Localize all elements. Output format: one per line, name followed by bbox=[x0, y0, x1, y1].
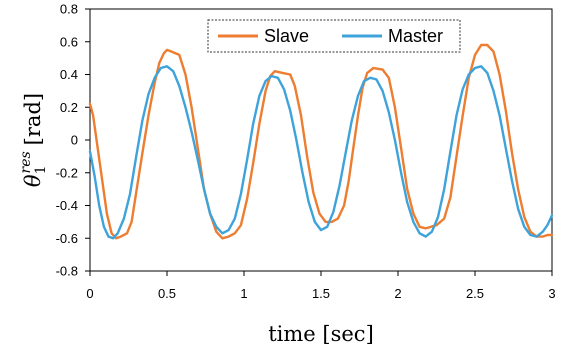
legend-label-slave: Slave bbox=[264, 26, 309, 46]
series-line-slave bbox=[88, 43, 554, 240]
x-tick-label: 0.5 bbox=[158, 286, 176, 301]
x-tick-label: 1 bbox=[240, 286, 247, 301]
x-tick-label: 2 bbox=[394, 286, 401, 301]
svg-text:θ1res[rad]: θ1res [rad] bbox=[18, 93, 49, 187]
y-tick-label: 0.6 bbox=[60, 34, 78, 49]
y-tick-label: 0.8 bbox=[60, 2, 78, 17]
x-tick-label: 0 bbox=[86, 286, 93, 301]
legend: Slave Master bbox=[207, 19, 461, 53]
y-axis: 0.8 0.6 0.4 0.2 0 -0.2 -0.4 -0.6 -0.8 bbox=[56, 2, 90, 279]
x-axis: 0 0.5 1 1.5 2 2.5 3 bbox=[86, 271, 556, 301]
x-tick-label: 3 bbox=[548, 286, 555, 301]
y-tick-label: -0.6 bbox=[56, 231, 78, 246]
y-tick-label: -0.4 bbox=[56, 198, 78, 213]
x-axis-title: time [sec] bbox=[268, 322, 374, 346]
y-tick-label: 0.2 bbox=[60, 100, 78, 115]
y-axis-title-superscript: res bbox=[18, 151, 34, 173]
y-tick-label: -0.8 bbox=[56, 264, 78, 279]
y-axis-title-unit: [rad] bbox=[21, 93, 45, 145]
series-line-master bbox=[88, 65, 554, 240]
y-axis-title-symbol: θ bbox=[21, 174, 45, 187]
x-tick-label: 2.5 bbox=[466, 286, 484, 301]
series-layer bbox=[88, 43, 554, 240]
y-tick-label: 0.4 bbox=[60, 67, 78, 82]
y-tick-label: 0 bbox=[71, 133, 78, 148]
y-axis-title: θ1res [rad] bbox=[18, 93, 49, 187]
y-axis-title-subscript: 1 bbox=[33, 165, 49, 174]
x-tick-label: 1.5 bbox=[312, 286, 330, 301]
y-tick-label: -0.2 bbox=[56, 165, 78, 180]
legend-label-master: Master bbox=[388, 26, 443, 46]
